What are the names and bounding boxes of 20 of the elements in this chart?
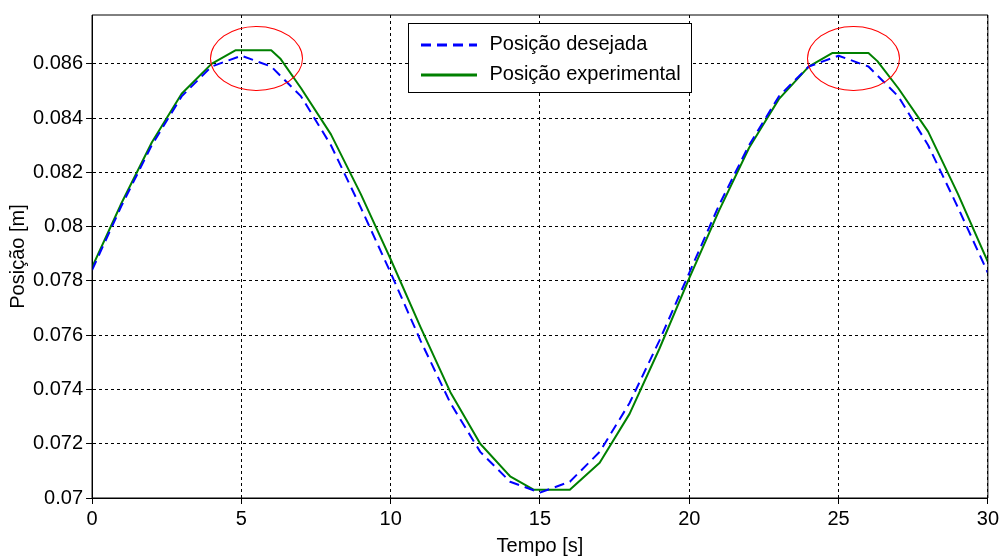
y-tick-label: 0.074 (32, 376, 84, 399)
x-tick-label: 5 (235, 506, 247, 529)
y-tick-label: 0.076 (32, 322, 84, 345)
y-tick-label: 0.086 (32, 51, 84, 74)
y-tick-label: 0.07 (44, 485, 84, 508)
legend-label: Posição experimental (489, 62, 681, 84)
y-tick-label: 0.082 (32, 159, 84, 182)
y-tick-label: 0.08 (44, 214, 84, 237)
legend-label: Posição desejada (489, 32, 648, 54)
x-tick-label: 0 (86, 506, 98, 529)
x-tick-label: 10 (379, 506, 402, 529)
y-tick-label: 0.078 (32, 268, 84, 291)
y-tick-label: 0.072 (32, 431, 84, 454)
x-tick-label: 30 (976, 506, 999, 529)
y-axis-title: Posição [m] (5, 204, 28, 309)
x-tick-label: 20 (678, 506, 701, 529)
x-tick-label: 15 (528, 506, 552, 529)
x-tick-label: 25 (827, 506, 850, 529)
x-axis-title: Tempo [s] (496, 533, 584, 556)
y-tick-label: 0.084 (32, 105, 84, 128)
